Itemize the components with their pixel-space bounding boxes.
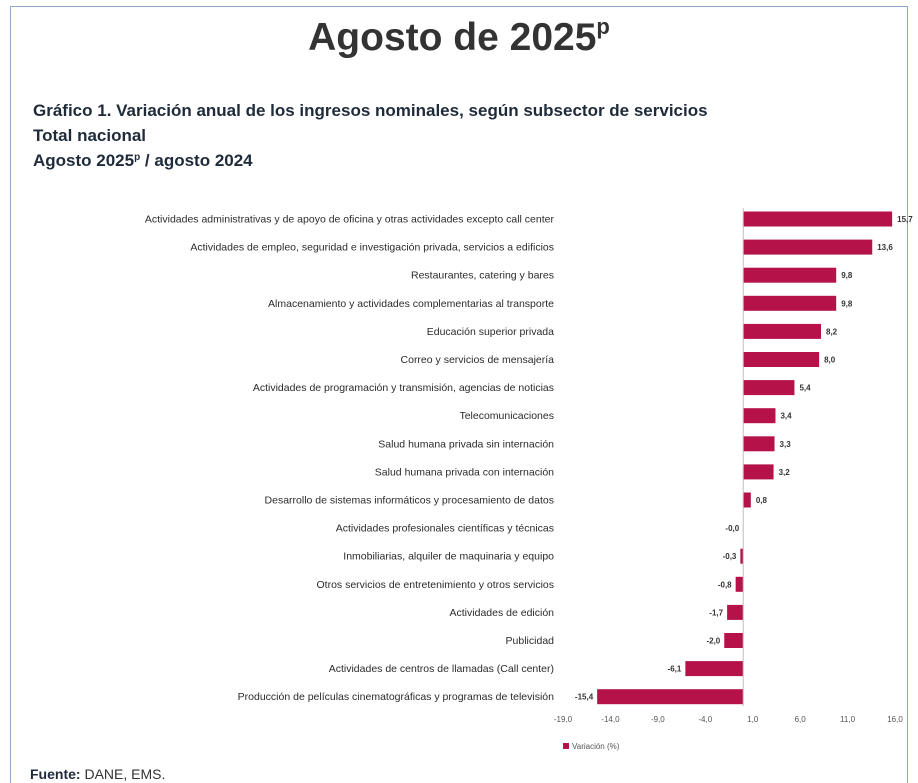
category-label: Actividades profesionales científicas y … [336,523,554,535]
category-label: Inmobiliarias, alquiler de maquinaria y … [343,551,554,563]
chart-scope: Total nacional [33,126,147,145]
data-label: 9,8 [841,271,853,280]
bar [685,661,744,677]
data-label: 8,2 [826,327,838,336]
bar [724,633,744,648]
bar [743,211,893,227]
legend-label: Variación (%) [572,742,620,751]
chart-frame [10,6,908,783]
data-label: -15,4 [575,693,594,702]
data-label: 8,0 [824,356,836,365]
bar [743,380,795,396]
chart-title: Gráfico 1. Variación anual de los ingres… [33,101,708,120]
category-label: Telecomunicaciones [459,410,554,422]
category-label: Actividades de empleo, seguridad e inves… [190,242,554,254]
category-label: Restaurantes, catering y bares [411,270,554,282]
category-label: Otros servicios de entretenimiento y otr… [316,579,554,591]
bar [743,464,774,480]
data-label: 0,8 [756,496,768,505]
data-label: -0,8 [718,580,732,589]
data-label: -2,0 [706,637,720,646]
category-label: Publicidad [506,635,555,647]
data-label: -0,3 [723,552,737,561]
x-tick-label: 6,0 [795,715,807,724]
category-label: Actividades administrativas y de apoyo d… [145,214,555,226]
data-label: -0,0 [725,524,739,533]
x-tick-label: 16,0 [887,715,903,724]
bar [743,492,751,508]
bar [743,239,873,255]
bar [743,408,776,424]
data-label: -6,1 [668,665,682,674]
main-title: Agosto de 2025p [308,14,610,59]
bar [735,576,744,592]
x-tick-label: -4,0 [698,715,712,724]
chart-period: Agosto 2025p / agosto 2024 [33,151,253,170]
category-label: Actividades de programación y transmisió… [253,382,554,394]
x-tick-label: -9,0 [651,715,665,724]
data-label: 13,6 [877,243,893,252]
category-label: Salud humana privada con internación [375,466,554,478]
data-label: 9,8 [841,299,853,308]
x-tick-label: 11,0 [840,715,856,724]
category-label: Actividades de edición [450,607,555,619]
bar [743,352,820,367]
x-tick-label: 1,0 [747,715,759,724]
bar [743,267,837,283]
data-label: 3,2 [779,468,791,477]
data-label: -1,7 [709,608,723,617]
category-label: Producción de películas cinematográficas… [238,691,554,703]
bar [743,323,822,339]
category-label: Salud humana privada sin internación [378,438,554,450]
category-label: Almacenamiento y actividades complementa… [268,298,554,310]
data-label: 15,7 [897,215,913,224]
bar [597,689,744,705]
x-tick-label: -19,0 [554,715,573,724]
category-label: Correo y servicios de mensajería [401,354,555,366]
bar [727,604,744,620]
data-label: 3,4 [780,412,792,421]
bar [743,295,837,311]
category-label: Educación superior privada [427,326,554,338]
bar [740,548,744,564]
bar [743,436,775,452]
legend-swatch [563,743,569,749]
source-note: Fuente: DANE, EMS. [30,766,166,782]
data-label: 5,4 [799,384,811,393]
category-label: Desarrollo de sistemas informáticos y pr… [265,495,554,507]
data-label: 3,3 [780,440,792,449]
category-label: Actividades de centros de llamadas (Call… [329,663,554,675]
x-tick-label: -14,0 [601,715,620,724]
